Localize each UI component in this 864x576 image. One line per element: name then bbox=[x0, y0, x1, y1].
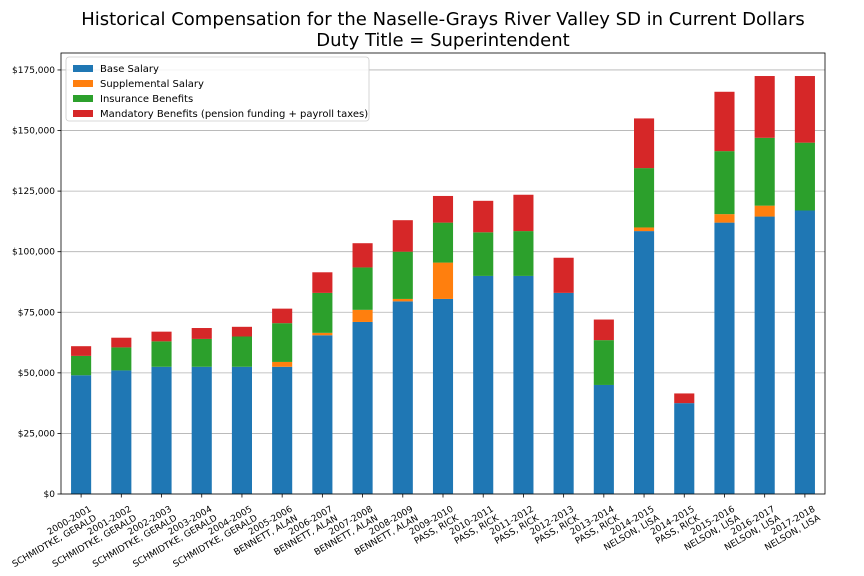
bar-supplemental-6 bbox=[272, 361, 293, 367]
bar-insurance-18 bbox=[754, 137, 775, 206]
bar-mandatory-1 bbox=[71, 346, 92, 356]
y-tick-label: $125,000 bbox=[12, 187, 55, 197]
bar-base-18 bbox=[754, 216, 775, 495]
bar-base-16 bbox=[674, 403, 695, 494]
legend-label: Supplemental Salary bbox=[100, 79, 204, 90]
legend-swatch bbox=[73, 110, 93, 117]
bar-supplemental-7 bbox=[312, 332, 333, 336]
bar-mandatory-19 bbox=[794, 76, 815, 143]
bar-mandatory-11 bbox=[473, 200, 494, 233]
bar-mandatory-18 bbox=[754, 76, 775, 138]
bar-supplemental-18 bbox=[754, 205, 775, 217]
bar-insurance-8 bbox=[352, 267, 373, 310]
bar-insurance-4 bbox=[191, 338, 212, 367]
bar-insurance-19 bbox=[794, 142, 815, 211]
y-tick-label: $150,000 bbox=[12, 127, 55, 137]
bar-supplemental-15 bbox=[634, 227, 655, 232]
y-tick-label: $75,000 bbox=[18, 308, 55, 318]
legend-label: Mandatory Benefits (pension funding + pa… bbox=[100, 109, 368, 120]
bar-insurance-14 bbox=[593, 340, 614, 385]
bar-base-17 bbox=[714, 222, 735, 494]
bar-insurance-12 bbox=[513, 231, 534, 276]
bar-supplemental-9 bbox=[392, 298, 413, 302]
bar-mandatory-17 bbox=[714, 91, 735, 152]
bar-mandatory-3 bbox=[151, 331, 172, 342]
bar-mandatory-5 bbox=[231, 326, 252, 337]
chart-title: Historical Compensation for the Naselle-… bbox=[81, 9, 805, 30]
bar-insurance-9 bbox=[392, 251, 413, 299]
bar-base-13 bbox=[553, 292, 574, 494]
bar-supplemental-8 bbox=[352, 309, 373, 322]
bar-base-3 bbox=[151, 366, 172, 494]
bar-insurance-7 bbox=[312, 292, 333, 333]
legend-label: Insurance Benefits bbox=[100, 94, 193, 105]
bar-base-4 bbox=[191, 366, 212, 494]
bar-mandatory-9 bbox=[392, 220, 413, 252]
bar-mandatory-8 bbox=[352, 243, 373, 268]
bar-base-10 bbox=[432, 298, 454, 494]
bar-base-19 bbox=[794, 210, 815, 494]
bar-base-1 bbox=[71, 375, 92, 494]
legend: Base Salary Supplemental Salary Insurance … bbox=[65, 56, 370, 122]
bar-base-11 bbox=[473, 275, 494, 494]
bar-mandatory-4 bbox=[191, 328, 212, 339]
bars bbox=[71, 76, 815, 495]
bar-base-14 bbox=[593, 384, 614, 494]
bar-supplemental-17 bbox=[714, 214, 735, 223]
bar-base-8 bbox=[352, 321, 373, 494]
bar-mandatory-10 bbox=[432, 195, 454, 223]
bar-insurance-11 bbox=[473, 232, 494, 276]
bar-insurance-1 bbox=[71, 355, 92, 376]
legend-swatch bbox=[73, 65, 93, 72]
x-axis: 2000-2001SCHMIDTKE, GERALD2001-2002SCHMI… bbox=[11, 494, 823, 570]
y-tick-label: $25,000 bbox=[18, 429, 55, 439]
bar-mandatory-2 bbox=[111, 337, 132, 348]
bar-mandatory-7 bbox=[312, 272, 333, 293]
bar-mandatory-16 bbox=[674, 393, 695, 404]
bar-base-2 bbox=[111, 370, 132, 494]
bar-base-7 bbox=[312, 335, 333, 494]
bar-insurance-6 bbox=[272, 323, 293, 362]
bar-mandatory-12 bbox=[513, 194, 534, 232]
bar-base-15 bbox=[634, 231, 655, 494]
bar-base-5 bbox=[231, 366, 252, 494]
y-tick-label: $175,000 bbox=[12, 66, 55, 76]
bar-mandatory-15 bbox=[634, 118, 655, 169]
bar-insurance-3 bbox=[151, 341, 172, 367]
bar-insurance-5 bbox=[231, 336, 252, 367]
bar-base-6 bbox=[272, 366, 293, 494]
bar-base-12 bbox=[513, 275, 534, 494]
bar-insurance-10 bbox=[432, 222, 454, 263]
y-tick-label: $0 bbox=[44, 490, 56, 500]
bar-mandatory-6 bbox=[272, 308, 293, 324]
legend-swatch bbox=[73, 95, 93, 102]
y-axis: $0 $25,000 $50,000 $75,000 $100,000 $125,000 $… bbox=[12, 66, 61, 500]
y-tick-label: $100,000 bbox=[12, 248, 55, 258]
chart-subtitle: Duty Title = Superintendent bbox=[316, 30, 569, 51]
y-tick-label: $50,000 bbox=[18, 369, 55, 379]
legend-label: Base Salary bbox=[100, 64, 159, 75]
legend-box bbox=[65, 56, 370, 122]
bar-base-9 bbox=[392, 301, 413, 494]
bar-supplemental-10 bbox=[432, 262, 454, 299]
bar-mandatory-13 bbox=[553, 257, 574, 293]
bar-mandatory-14 bbox=[593, 319, 614, 341]
legend-swatch bbox=[73, 80, 93, 87]
bar-insurance-2 bbox=[111, 347, 132, 371]
bar-insurance-15 bbox=[634, 168, 655, 228]
bar-insurance-17 bbox=[714, 151, 735, 215]
